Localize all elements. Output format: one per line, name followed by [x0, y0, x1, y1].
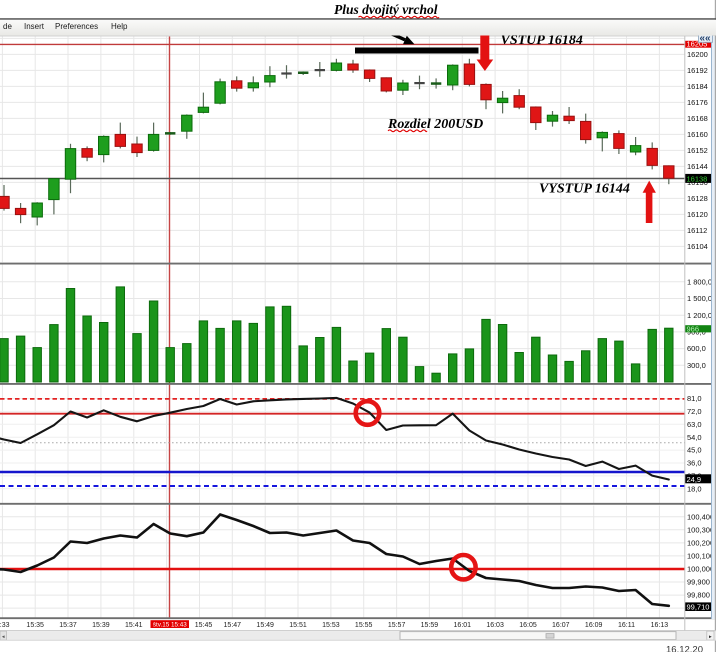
svg-text:63,0: 63,0 [687, 420, 702, 429]
svg-text:99,900: 99,900 [687, 578, 710, 587]
svg-text:VYSTUP 16144: VYSTUP 16144 [539, 181, 630, 196]
svg-text:99,800: 99,800 [687, 591, 710, 600]
svg-text:16205: 16205 [687, 40, 708, 49]
svg-text:de: de [3, 22, 12, 31]
svg-text:16138: 16138 [687, 174, 708, 183]
svg-text:Help: Help [111, 22, 128, 31]
svg-text:««: «« [700, 33, 712, 44]
svg-text:24,9: 24,9 [687, 475, 702, 484]
svg-text:16:13: 16:13 [651, 622, 669, 629]
svg-text:15:39: 15:39 [92, 622, 110, 629]
svg-text:Preferences: Preferences [55, 22, 98, 31]
svg-text:16168: 16168 [687, 114, 708, 123]
svg-text:18,0: 18,0 [687, 484, 702, 493]
svg-text:1 500,0: 1 500,0 [687, 294, 712, 303]
svg-text:16200: 16200 [687, 50, 708, 59]
svg-text:Plus dvojitý vrchol: Plus dvojitý vrchol [334, 2, 438, 17]
svg-text:16:03: 16:03 [486, 622, 504, 629]
svg-text:54,0: 54,0 [687, 433, 702, 442]
svg-text:16160: 16160 [687, 130, 708, 139]
svg-text:◄: ◄ [1, 634, 5, 639]
svg-text:1 800,0: 1 800,0 [687, 277, 712, 286]
svg-text:Rozdiel 200USD: Rozdiel 200USD [387, 117, 483, 132]
svg-text:16:11: 16:11 [618, 622, 635, 629]
svg-text:15:59: 15:59 [421, 622, 439, 629]
svg-text:966: 966 [687, 324, 700, 333]
svg-text:300,0: 300,0 [687, 361, 706, 370]
svg-text:16184: 16184 [687, 82, 708, 91]
svg-text:16192: 16192 [687, 66, 708, 75]
svg-text:100,300: 100,300 [687, 525, 714, 534]
svg-text:16:05: 16:05 [519, 622, 537, 629]
svg-text:16:01: 16:01 [454, 622, 472, 629]
svg-text:15:35: 15:35 [26, 622, 44, 629]
svg-text:16152: 16152 [687, 146, 708, 155]
svg-text:15:55: 15:55 [355, 622, 373, 629]
svg-text:Insert: Insert [24, 22, 45, 31]
svg-text:16144: 16144 [687, 162, 708, 171]
svg-text:16128: 16128 [687, 194, 708, 203]
svg-text:16112: 16112 [687, 226, 707, 235]
svg-text:16120: 16120 [687, 210, 708, 219]
svg-text:15:45: 15:45 [195, 622, 213, 629]
svg-text:81,0: 81,0 [687, 394, 702, 403]
svg-text:15:57: 15:57 [388, 622, 406, 629]
svg-text:15:49: 15:49 [256, 622, 274, 629]
svg-text:15:53: 15:53 [322, 622, 340, 629]
svg-text:15:33: 15:33 [0, 622, 10, 629]
svg-text:45,0: 45,0 [687, 446, 702, 455]
svg-text:100,400: 100,400 [687, 512, 714, 521]
svg-text:VSTUP 16184: VSTUP 16184 [501, 33, 583, 48]
svg-text:16:09: 16:09 [585, 622, 603, 629]
svg-text:16104: 16104 [687, 242, 708, 251]
svg-text:15:37: 15:37 [59, 622, 77, 629]
svg-text:16:07: 16:07 [552, 622, 570, 629]
svg-text:600,0: 600,0 [687, 344, 706, 353]
svg-text:15:47: 15:47 [224, 622, 242, 629]
svg-text:1 200,0: 1 200,0 [687, 311, 712, 320]
svg-text:100,200: 100,200 [687, 539, 714, 548]
svg-text:72,0: 72,0 [687, 407, 702, 416]
svg-text:►: ► [708, 634, 712, 639]
svg-text:100,100: 100,100 [687, 552, 714, 561]
svg-text:16.12.20: 16.12.20 [666, 645, 703, 652]
svg-text:štv.15 15:43: štv.15 15:43 [153, 621, 187, 628]
svg-text:16176: 16176 [687, 98, 708, 107]
svg-text:99,710: 99,710 [687, 603, 710, 612]
svg-text:15:51: 15:51 [289, 622, 307, 629]
svg-text:100,000: 100,000 [687, 565, 714, 574]
svg-text:15:41: 15:41 [125, 622, 143, 629]
svg-text:36,0: 36,0 [687, 459, 702, 468]
